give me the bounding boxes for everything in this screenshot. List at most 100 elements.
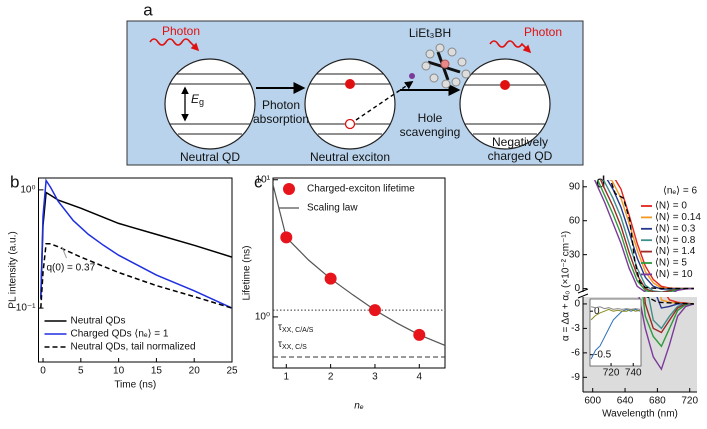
x-tick-label: 10: [113, 366, 125, 377]
y-tick-label: 30: [569, 249, 581, 260]
legend-label: ⟨N⟩ = 0.8: [655, 235, 696, 246]
inset-spectrum: [590, 306, 640, 310]
chart-title: ⟨nₑ⟩ = 6: [663, 186, 697, 197]
spectrum: [609, 180, 694, 290]
spectrum: [593, 180, 694, 292]
reference-label: τXX, C/A/S: [278, 322, 314, 334]
reference-symbol: τ: [278, 339, 282, 350]
y2-tick-label: 0: [574, 299, 580, 310]
spectrum: [656, 297, 694, 309]
x-tick-label: 3: [372, 372, 378, 383]
data-point: [368, 304, 381, 317]
state-label: charged QD: [488, 149, 553, 163]
step-label: Hole: [418, 111, 443, 125]
qd-circle: [459, 58, 551, 150]
line-series: [40, 243, 232, 309]
y2-tick-label: -9: [571, 372, 580, 383]
x-tick-label: 25: [226, 366, 238, 377]
x-tick-label: 1: [284, 372, 290, 383]
legend-label: Scaling law: [307, 203, 358, 214]
y-tick-label: 90: [569, 181, 581, 192]
x-tick-label: 600: [584, 396, 601, 407]
annotation: q(0) = 0.37: [47, 263, 96, 274]
step-label: absorption: [253, 112, 309, 126]
x-axis-label: Time (ns): [114, 380, 156, 391]
y2-tick-label: -6: [571, 347, 580, 358]
inset-x-tick-label: 740: [625, 368, 642, 379]
photon-label: Photon: [524, 25, 562, 39]
reference-subscript: XX, C/A/S: [282, 327, 314, 334]
panel-label: b: [10, 172, 19, 191]
x-tick-label: 680: [649, 396, 666, 407]
axis-break: [577, 288, 589, 299]
legend-label: Neutral QDs: [71, 316, 126, 327]
molecule: [409, 43, 471, 89]
spectrum: [644, 297, 694, 334]
spectrum: [642, 297, 694, 348]
x-tick-label: 2: [328, 372, 334, 383]
legend-label: Neutral QDs, tail normalized: [71, 342, 196, 353]
x-tick-label: 4: [417, 372, 423, 383]
spectrum: [666, 297, 694, 305]
y2-tick-label: -3: [571, 323, 580, 334]
x-tick-label: 5: [78, 366, 84, 377]
upper-plot-area: [593, 180, 694, 292]
annotation-pointer: [61, 246, 67, 259]
photon-wave: [489, 40, 532, 54]
electron: [345, 79, 355, 89]
data-point: [280, 231, 293, 244]
energy-gap-symbol: E: [191, 92, 200, 106]
legend-label: Charged QDs ⟨nₑ⟩ = 1: [71, 329, 169, 340]
panel-label: d: [596, 172, 605, 191]
reference-label: τXX, C/S: [278, 339, 307, 351]
y-tick-label: 60: [569, 215, 581, 226]
legend-label: ⟨N⟩ = 10: [655, 269, 693, 280]
x-tick-label: 0: [40, 366, 46, 377]
legend-label: ⟨N⟩ = 1.4: [655, 246, 696, 257]
inset-spectrum: [590, 308, 641, 360]
data-point: [324, 272, 337, 285]
y-axis-label: PL intensity (a.u.): [8, 231, 19, 308]
step-label: Photon: [262, 98, 300, 112]
y-axis-label: Lifetime (ns): [242, 245, 253, 300]
x-tick-label: 15: [151, 366, 163, 377]
electron: [500, 80, 510, 90]
legend-swatch: [283, 183, 295, 195]
energy-gap-subscript: g: [199, 97, 204, 107]
hole: [344, 118, 356, 130]
inset-x-tick-label: 720: [603, 368, 620, 379]
photon-label: Photon: [162, 24, 200, 38]
y-axis-label: α = Δα + α₀ (×10⁻² cm⁻¹): [561, 231, 572, 341]
x-axis-label: Wavelength (nm): [602, 409, 678, 420]
panel-label: c: [254, 172, 263, 191]
data-point: [413, 328, 426, 341]
y-tick-label: 10⁻¹: [16, 303, 36, 314]
fit-line: [273, 184, 445, 346]
x-axis-label: nₑ: [354, 401, 364, 412]
line-series: [40, 178, 232, 309]
state-label: Neutral QD: [180, 150, 240, 164]
y-tick-label: 10¹: [256, 174, 271, 185]
panel-b: b 0 5 10 15 20 25 10⁻¹ 10⁰ Time (ns) PL intensity …: [8, 172, 238, 390]
y-tick-label: 0: [574, 283, 580, 294]
qd-circle: [164, 58, 256, 150]
x-tick-label: 640: [617, 396, 634, 407]
spectrum: [646, 297, 694, 305]
spectrum: [596, 180, 694, 292]
qd-circle: [304, 58, 396, 150]
plot-area: [273, 184, 445, 358]
panel-label: a: [143, 0, 153, 19]
legend-label: ⟨N⟩ = 0.14: [655, 212, 701, 223]
legend-label: ⟨N⟩ = 0.3: [655, 223, 696, 234]
inset-y-tick-label: -0.5: [594, 349, 612, 360]
inset-y-tick-label: 0: [594, 306, 600, 317]
inset-plot-area: [590, 306, 641, 360]
x-tick-label: 720: [681, 396, 698, 407]
state-label: Neutral exciton: [310, 150, 390, 164]
reagent-label: LiEt₃BH: [409, 26, 451, 40]
scavenge-arrow: [355, 81, 414, 121]
step-label: scavenging: [400, 125, 461, 139]
legend-label: Charged-exciton lifetime: [307, 184, 415, 195]
